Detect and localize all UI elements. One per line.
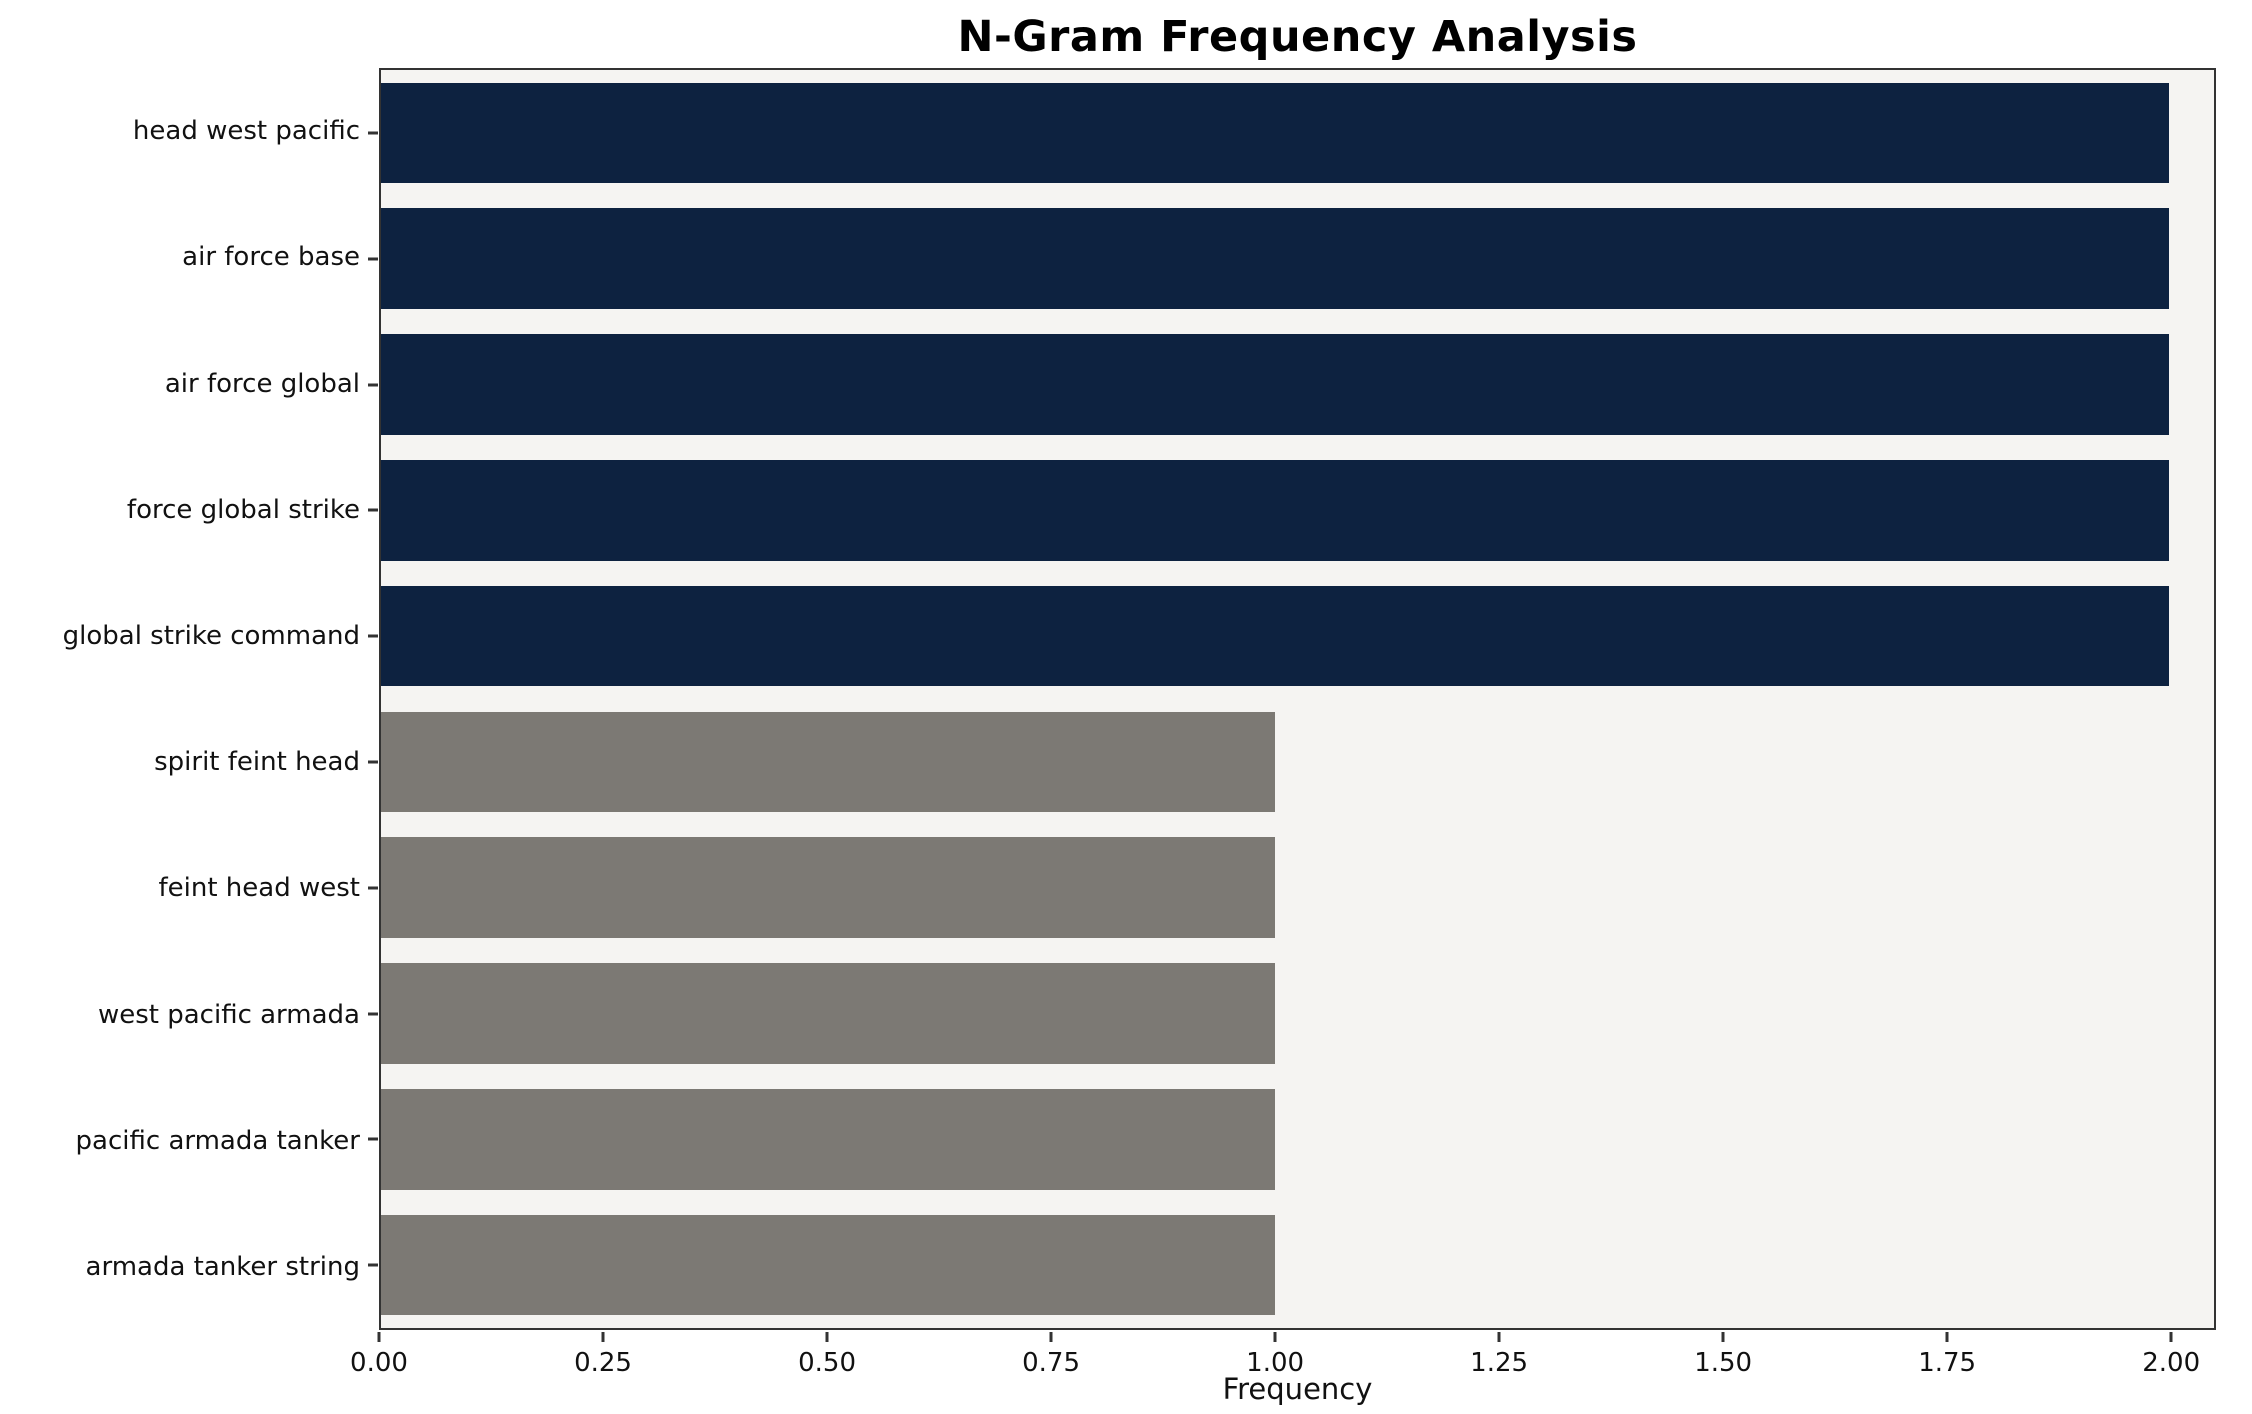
y-tick-mark [368, 760, 378, 764]
x-tick-mark [1945, 1332, 1949, 1342]
bar-head-west-pacific [381, 82, 2170, 184]
y-tick-label: head west pacific [132, 116, 360, 147]
chart-title: N-Gram Frequency Analysis [957, 12, 1638, 62]
bar-armada-tanker-string [381, 1214, 1276, 1316]
x-tick-mark [1273, 1332, 1277, 1342]
x-tick-mark [2169, 1332, 2173, 1342]
y-tick-label: air force base [182, 242, 360, 273]
y-tick-mark [368, 1012, 378, 1015]
x-tick-mark [1497, 1332, 1501, 1342]
x-tick-mark [601, 1332, 605, 1342]
x-tick-label: 0.50 [798, 1348, 856, 1378]
x-tick-label: 2.00 [2142, 1348, 2201, 1378]
y-tick-label: armada tanker string [85, 1251, 360, 1282]
x-tick-mark [377, 1332, 381, 1342]
x-tick-label: 0.25 [574, 1348, 632, 1378]
bar-air-force-global [381, 334, 2170, 435]
y-tick-label: air force global [164, 368, 360, 399]
x-tick-label: 0.75 [1022, 1348, 1081, 1378]
x-tick-label: 0.00 [350, 1348, 408, 1378]
bar-force-global-strike [381, 459, 2170, 561]
x-tick-mark [1721, 1332, 1725, 1342]
y-tick-label: west pacific armada [97, 999, 360, 1030]
y-tick-label: pacific armada tanker [75, 1125, 360, 1156]
plot-area [368, 68, 2216, 1330]
y-tick-label: spirit feint head [154, 747, 360, 778]
x-tick-mark [825, 1332, 829, 1342]
bar-west-pacific-armada [381, 963, 1276, 1064]
y-tick-mark [368, 508, 378, 512]
x-tick-label: 1.25 [1470, 1348, 1529, 1378]
y-axis: head west pacific air force base air force… [0, 68, 360, 1330]
x-tick-label: 1.50 [1694, 1348, 1753, 1378]
bar-pacific-armada-tanker [381, 1088, 1276, 1190]
y-tick-mark [368, 634, 378, 638]
bar-spirit-feint-head [381, 711, 1276, 813]
y-tick-mark [368, 886, 378, 890]
y-tick-label: force global strike [126, 494, 360, 525]
bar-feint-head-west [381, 837, 1276, 938]
y-tick-mark [368, 131, 378, 135]
x-tick-mark [1049, 1332, 1053, 1342]
y-tick-mark [368, 257, 378, 261]
y-tick-label: feint head west [158, 873, 361, 904]
bar-global-strike-command [381, 585, 2170, 687]
x-tick-label: 1.75 [1918, 1348, 1977, 1378]
x-tick-label: 1.00 [1246, 1348, 1305, 1378]
y-tick-label: global strike command [62, 620, 360, 651]
y-tick-mark [368, 383, 378, 386]
bar-air-force-base [381, 208, 2170, 309]
y-tick-mark [368, 1137, 378, 1141]
x-axis-label: Frequency [1222, 1372, 1373, 1406]
y-tick-mark [368, 1263, 378, 1267]
x-axis: 0.00 0.25 0.50 0.75 1.00 1.25 1.50 1.75 2.00 [350, 1330, 2216, 1390]
